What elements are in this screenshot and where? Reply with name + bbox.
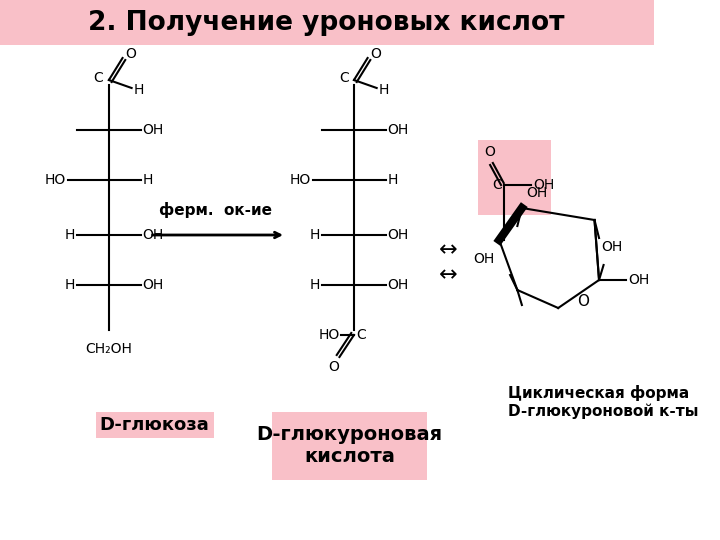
Text: C: C [492,178,502,192]
Text: C: C [339,71,348,85]
Text: OH: OH [533,178,554,192]
Text: ферм.  ок-ие: ферм. ок-ие [158,202,271,218]
Text: OH: OH [387,228,409,242]
Text: C: C [356,328,366,342]
Text: H: H [65,228,76,242]
Text: H: H [65,278,76,292]
Text: O: O [484,145,495,159]
Text: OH: OH [601,240,622,254]
Text: OH: OH [143,228,163,242]
Text: OH: OH [628,273,649,287]
Text: H: H [310,228,320,242]
Text: O: O [328,360,339,374]
Text: OH: OH [387,123,409,137]
Text: OH: OH [526,186,548,200]
Text: ↔: ↔ [439,240,458,260]
Text: ↔: ↔ [439,265,458,285]
FancyBboxPatch shape [272,412,426,480]
Text: OH: OH [387,278,409,292]
Text: O: O [370,47,381,61]
Text: HO: HO [318,328,339,342]
Text: HO: HO [45,173,66,187]
Text: O: O [577,294,589,309]
Text: D-глюкуроновая
кислота: D-глюкуроновая кислота [256,426,443,467]
Text: H: H [133,83,144,97]
Text: H: H [143,173,153,187]
Text: D-глюкоза: D-глюкоза [100,416,210,434]
Text: H: H [387,173,398,187]
Text: 2. Получение уроновых кислот: 2. Получение уроновых кислот [89,10,565,36]
Text: Циклическая форма
D-глюкуроновой к-ты: Циклическая форма D-глюкуроновой к-ты [508,385,699,419]
Text: OH: OH [474,252,495,266]
Text: H: H [310,278,320,292]
FancyBboxPatch shape [478,140,551,215]
Text: HO: HO [290,173,311,187]
Text: CH₂OH: CH₂OH [86,342,132,356]
Text: C: C [94,71,104,85]
Text: O: O [125,47,136,61]
Text: OH: OH [143,278,163,292]
Text: H: H [379,83,389,97]
FancyBboxPatch shape [0,0,654,45]
Text: OH: OH [143,123,163,137]
